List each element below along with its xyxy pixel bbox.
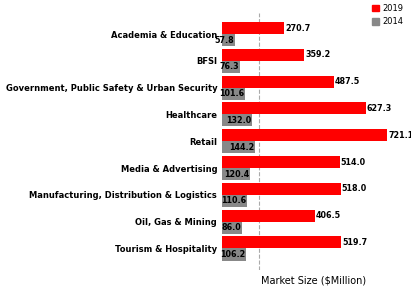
Text: 359.2: 359.2 [305, 50, 330, 59]
Bar [222, 141, 255, 153]
Text: 144.2: 144.2 [229, 143, 254, 152]
Text: 519.7: 519.7 [342, 238, 367, 247]
Bar [222, 49, 305, 61]
Bar [222, 156, 340, 168]
Bar [222, 129, 387, 141]
X-axis label: Market Size ($Million): Market Size ($Million) [261, 276, 366, 285]
Bar [222, 236, 341, 249]
Bar [222, 61, 240, 73]
Text: 101.6: 101.6 [219, 89, 245, 98]
Bar [222, 22, 284, 34]
Bar [222, 195, 247, 207]
Legend: 2019, 2014: 2019, 2014 [372, 4, 403, 26]
Text: 86.0: 86.0 [221, 223, 241, 232]
Text: 487.5: 487.5 [335, 77, 360, 86]
Bar [222, 222, 242, 234]
Text: 76.3: 76.3 [219, 62, 239, 71]
Text: 270.7: 270.7 [285, 24, 310, 33]
Bar [222, 34, 235, 46]
Text: 106.2: 106.2 [220, 250, 246, 259]
Text: 721.1: 721.1 [388, 131, 411, 140]
Bar [222, 249, 246, 260]
Bar [222, 102, 366, 114]
Text: 57.8: 57.8 [215, 36, 235, 45]
Text: 120.4: 120.4 [224, 170, 249, 179]
Bar [222, 183, 341, 195]
Text: 518.0: 518.0 [342, 184, 367, 193]
Bar [222, 114, 252, 127]
Text: 514.0: 514.0 [341, 157, 366, 166]
Bar [222, 210, 315, 222]
Text: 132.0: 132.0 [226, 116, 252, 125]
Bar [222, 168, 249, 180]
Bar [222, 76, 334, 88]
Text: 627.3: 627.3 [367, 104, 392, 113]
Text: 406.5: 406.5 [316, 211, 341, 220]
Bar [222, 88, 245, 100]
Text: 110.6: 110.6 [222, 196, 247, 205]
